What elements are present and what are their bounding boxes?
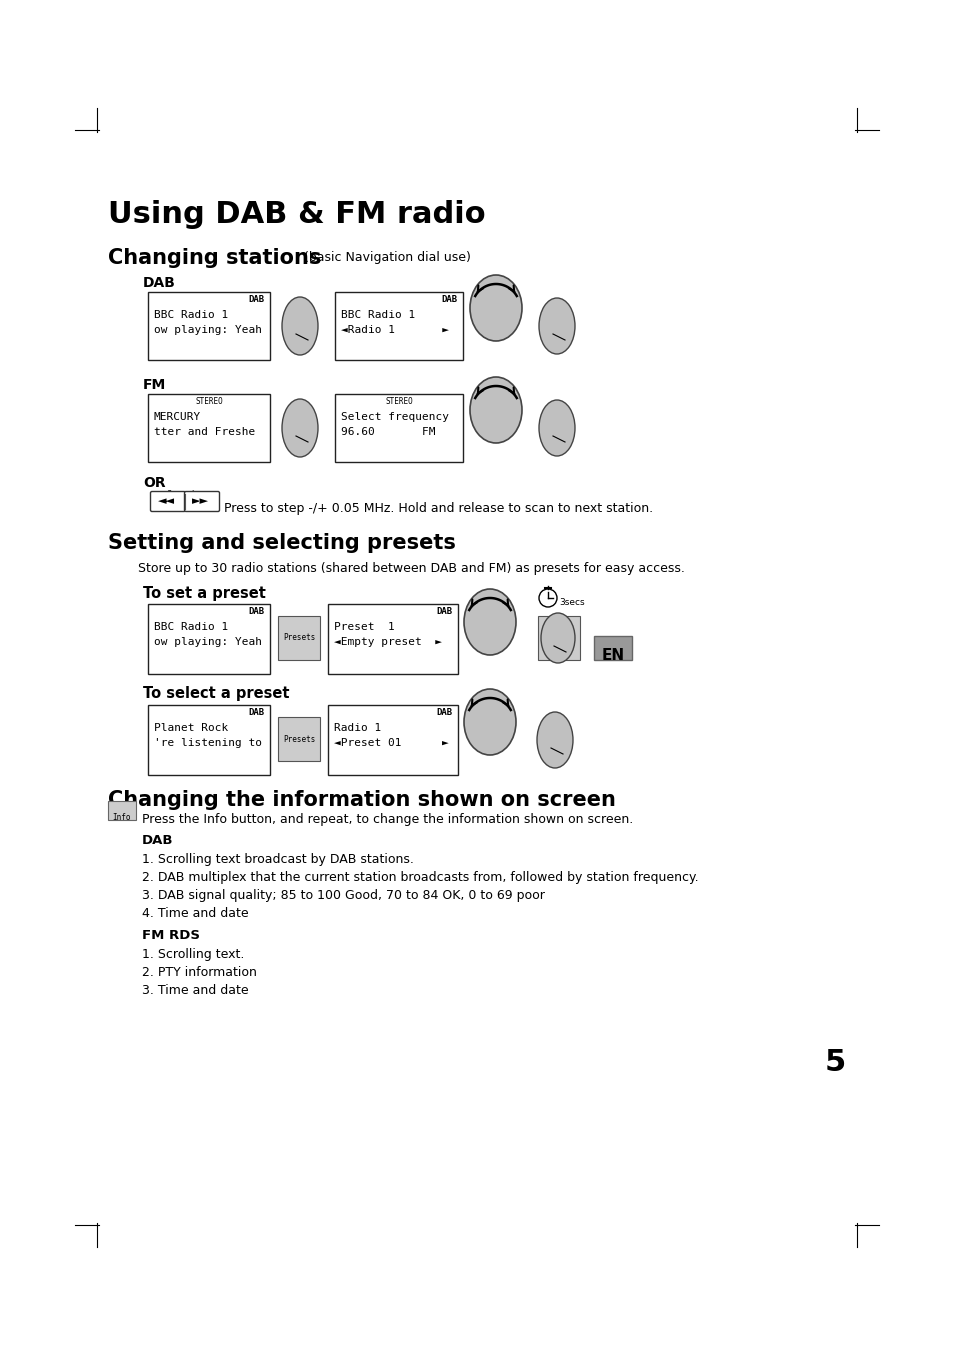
Text: DAB: DAB	[436, 707, 453, 717]
Text: Changing the information shown on screen: Changing the information shown on screen	[108, 790, 616, 810]
Text: 96.60       FM: 96.60 FM	[340, 427, 435, 437]
Text: Store up to 30 radio stations (shared between DAB and FM) as presets for easy ac: Store up to 30 radio stations (shared be…	[138, 562, 684, 575]
Text: 2. DAB multiplex that the current station broadcasts from, followed by station f: 2. DAB multiplex that the current statio…	[142, 871, 698, 884]
Text: 3. Time and date: 3. Time and date	[142, 984, 249, 998]
Text: 're listening to: 're listening to	[153, 738, 262, 748]
Text: Press the Info button, and repeat, to change the information shown on screen.: Press the Info button, and repeat, to ch…	[142, 813, 633, 826]
Text: STEREO: STEREO	[385, 397, 413, 406]
Text: Setting and selecting presets: Setting and selecting presets	[108, 533, 456, 554]
Bar	[148, 705, 270, 775]
Ellipse shape	[540, 613, 575, 663]
Text: tter and Freshe: tter and Freshe	[153, 427, 255, 437]
Bar	[335, 292, 462, 360]
Bar	[594, 636, 631, 660]
Text: Planet Rock: Planet Rock	[153, 724, 228, 733]
Text: DAB: DAB	[249, 608, 265, 616]
Bar	[328, 603, 457, 674]
Text: Info: Info	[112, 813, 132, 822]
Text: STEREO: STEREO	[195, 397, 223, 406]
Text: 1. Scrolling text broadcast by DAB stations.: 1. Scrolling text broadcast by DAB stati…	[142, 853, 414, 865]
Text: DAB: DAB	[436, 608, 453, 616]
Bar	[328, 705, 457, 775]
Ellipse shape	[537, 711, 573, 768]
Text: Press to step -/+ 0.05 MHz. Hold and release to scan to next station.: Press to step -/+ 0.05 MHz. Hold and rel…	[224, 502, 653, 514]
Bar	[277, 616, 319, 660]
Text: DAB: DAB	[249, 296, 265, 304]
Text: Preset  1: Preset 1	[334, 622, 395, 632]
Text: 3secs: 3secs	[558, 598, 584, 608]
Bar	[148, 394, 270, 462]
Text: Using DAB & FM radio: Using DAB & FM radio	[108, 200, 485, 230]
Ellipse shape	[463, 589, 516, 655]
FancyBboxPatch shape	[184, 491, 219, 512]
Ellipse shape	[470, 275, 521, 342]
Text: To set a preset: To set a preset	[143, 586, 266, 601]
Bar	[335, 394, 462, 462]
Text: 4. Time and date: 4. Time and date	[142, 907, 249, 919]
Text: Radio 1: Radio 1	[334, 724, 381, 733]
Ellipse shape	[538, 400, 575, 456]
Ellipse shape	[282, 297, 317, 355]
Bar	[277, 717, 319, 761]
Bar	[148, 292, 270, 360]
Text: ◄Empty preset  ►: ◄Empty preset ►	[334, 637, 441, 647]
Ellipse shape	[282, 400, 317, 458]
Text: ow playing: Yeah: ow playing: Yeah	[153, 637, 262, 647]
Text: DAB: DAB	[143, 275, 175, 290]
Text: FM RDS: FM RDS	[142, 929, 200, 942]
Ellipse shape	[538, 298, 575, 354]
Text: ow playing: Yeah: ow playing: Yeah	[153, 325, 262, 335]
Text: Changing stations: Changing stations	[108, 248, 321, 269]
Text: Presets: Presets	[542, 633, 575, 643]
Text: DAB: DAB	[441, 296, 457, 304]
Text: Select frequency: Select frequency	[340, 412, 449, 423]
Text: 5: 5	[824, 1048, 845, 1077]
Text: ◄Preset 01      ►: ◄Preset 01 ►	[334, 738, 448, 748]
Text: DAB: DAB	[142, 834, 173, 846]
Text: FM: FM	[143, 378, 166, 392]
Text: Presets: Presets	[282, 633, 314, 643]
Text: ◄Radio 1       ►: ◄Radio 1 ►	[340, 325, 449, 335]
Text: (basic Navigation dial use): (basic Navigation dial use)	[304, 251, 471, 265]
Text: ◄◄: ◄◄	[158, 495, 174, 506]
Text: MERCURY: MERCURY	[153, 412, 201, 423]
Text: EN: EN	[600, 648, 624, 663]
Text: DAB: DAB	[249, 707, 265, 717]
Text: BBC Radio 1: BBC Radio 1	[340, 310, 415, 320]
Bar	[537, 616, 579, 660]
Bar	[148, 603, 270, 674]
Text: 2. PTY information: 2. PTY information	[142, 967, 256, 979]
Ellipse shape	[470, 377, 521, 443]
Text: OR: OR	[143, 477, 166, 490]
FancyBboxPatch shape	[151, 491, 185, 512]
Text: BBC Radio 1: BBC Radio 1	[153, 622, 228, 632]
Bar	[108, 801, 136, 819]
Ellipse shape	[463, 688, 516, 755]
Text: −  Search  +: − Search +	[152, 490, 212, 500]
Text: 1. Scrolling text.: 1. Scrolling text.	[142, 948, 244, 961]
Text: To select a preset: To select a preset	[143, 686, 289, 701]
Text: BBC Radio 1: BBC Radio 1	[153, 310, 228, 320]
Text: 3. DAB signal quality; 85 to 100 Good, 70 to 84 OK, 0 to 69 poor: 3. DAB signal quality; 85 to 100 Good, 7…	[142, 890, 544, 902]
Text: ►►: ►►	[192, 495, 209, 506]
Text: Presets: Presets	[282, 734, 314, 744]
